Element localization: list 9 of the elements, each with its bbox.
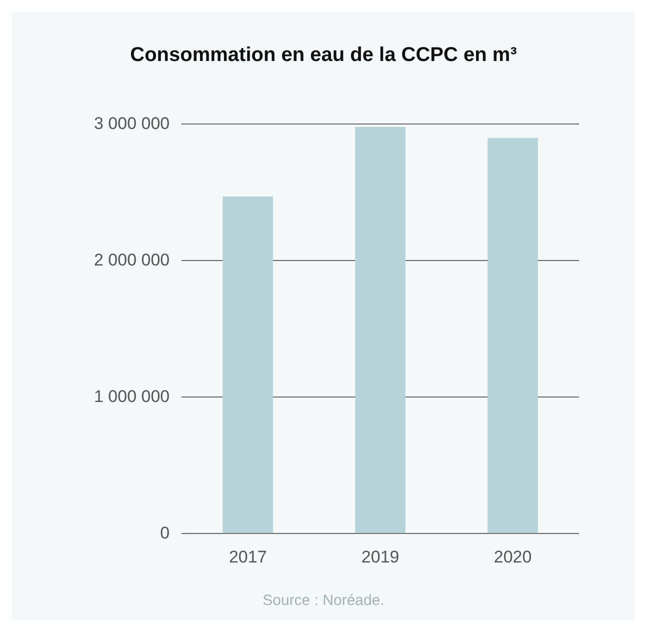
source-note: Source : Noréade.	[262, 592, 386, 609]
y-tick-label: 1 000 000	[94, 386, 170, 406]
x-tick-label: 2017	[228, 547, 267, 566]
y-tick-label: 2 000 000	[94, 250, 170, 270]
y-tick-label: 0	[160, 523, 170, 542]
x-tick-label: 2020	[494, 547, 532, 566]
y-tick-label: 3 000 000	[94, 114, 170, 133]
chart-title: Consommation en eau de la CCPC en m³	[129, 44, 518, 67]
x-tick-label: 2019	[361, 547, 400, 566]
